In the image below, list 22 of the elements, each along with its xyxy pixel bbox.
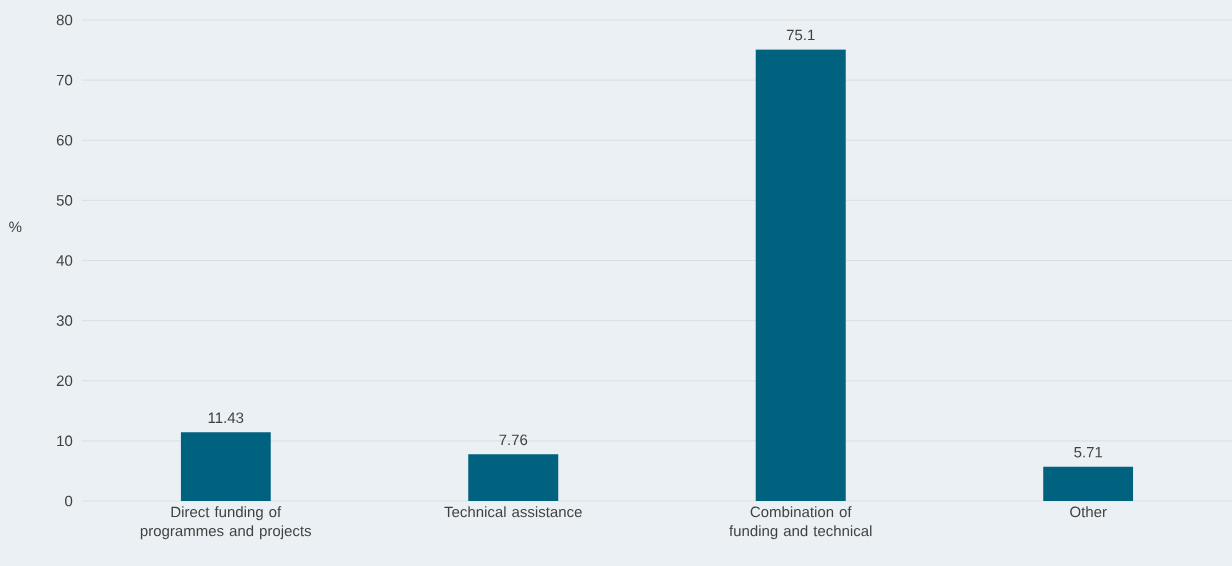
data-label: 7.76 xyxy=(499,434,528,446)
x-tick-label: Other xyxy=(1070,506,1107,518)
y-tick-label: 20 xyxy=(56,375,73,387)
y-tick-label: 50 xyxy=(56,195,73,206)
bar xyxy=(755,49,846,501)
data-label: 75.1 xyxy=(786,29,815,41)
bar xyxy=(1043,466,1134,501)
x-tick-label: Direct funding of programmes and projects xyxy=(140,506,312,540)
y-tick-label: 10 xyxy=(57,435,73,447)
y-tick-label: 40 xyxy=(56,255,73,266)
y-tick-label: 70 xyxy=(56,74,73,86)
x-tick-label: Technical assistance xyxy=(444,506,582,518)
y-tick-label: 30 xyxy=(56,315,73,326)
y-tick-label: 60 xyxy=(56,134,73,146)
y-tick-label: 80 xyxy=(56,14,73,26)
x-tick-label: Combination of funding and technical xyxy=(729,506,872,540)
bar xyxy=(180,432,271,501)
data-label: 11.43 xyxy=(208,412,244,424)
y-axis-title: % xyxy=(9,221,22,233)
bar xyxy=(468,454,559,501)
data-label: 5.71 xyxy=(1074,447,1103,458)
y-tick-label: 0 xyxy=(65,495,73,507)
